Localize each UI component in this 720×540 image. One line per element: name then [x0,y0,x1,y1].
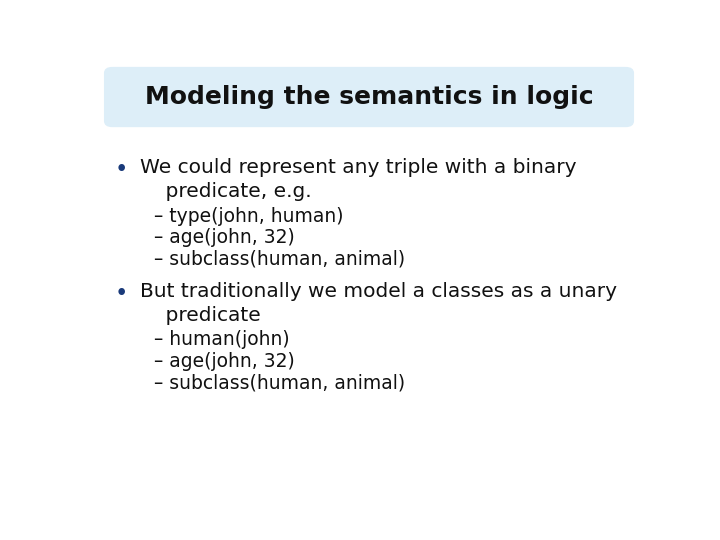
Text: predicate: predicate [140,306,261,325]
Text: – subclass(human, animal): – subclass(human, animal) [154,250,405,269]
Text: •: • [115,158,128,181]
Text: – type(john, human): – type(john, human) [154,207,343,226]
Text: – subclass(human, animal): – subclass(human, animal) [154,373,405,393]
Text: – age(john, 32): – age(john, 32) [154,228,295,247]
Text: We could represent any triple with a binary: We could represent any triple with a bin… [140,158,577,177]
Text: Modeling the semantics in logic: Modeling the semantics in logic [145,85,593,109]
FancyBboxPatch shape [104,67,634,127]
Text: – human(john): – human(john) [154,330,289,349]
Text: – age(john, 32): – age(john, 32) [154,352,295,370]
Text: •: • [115,282,128,305]
Text: But traditionally we model a classes as a unary: But traditionally we model a classes as … [140,282,617,301]
Text: predicate, e.g.: predicate, e.g. [140,183,312,201]
